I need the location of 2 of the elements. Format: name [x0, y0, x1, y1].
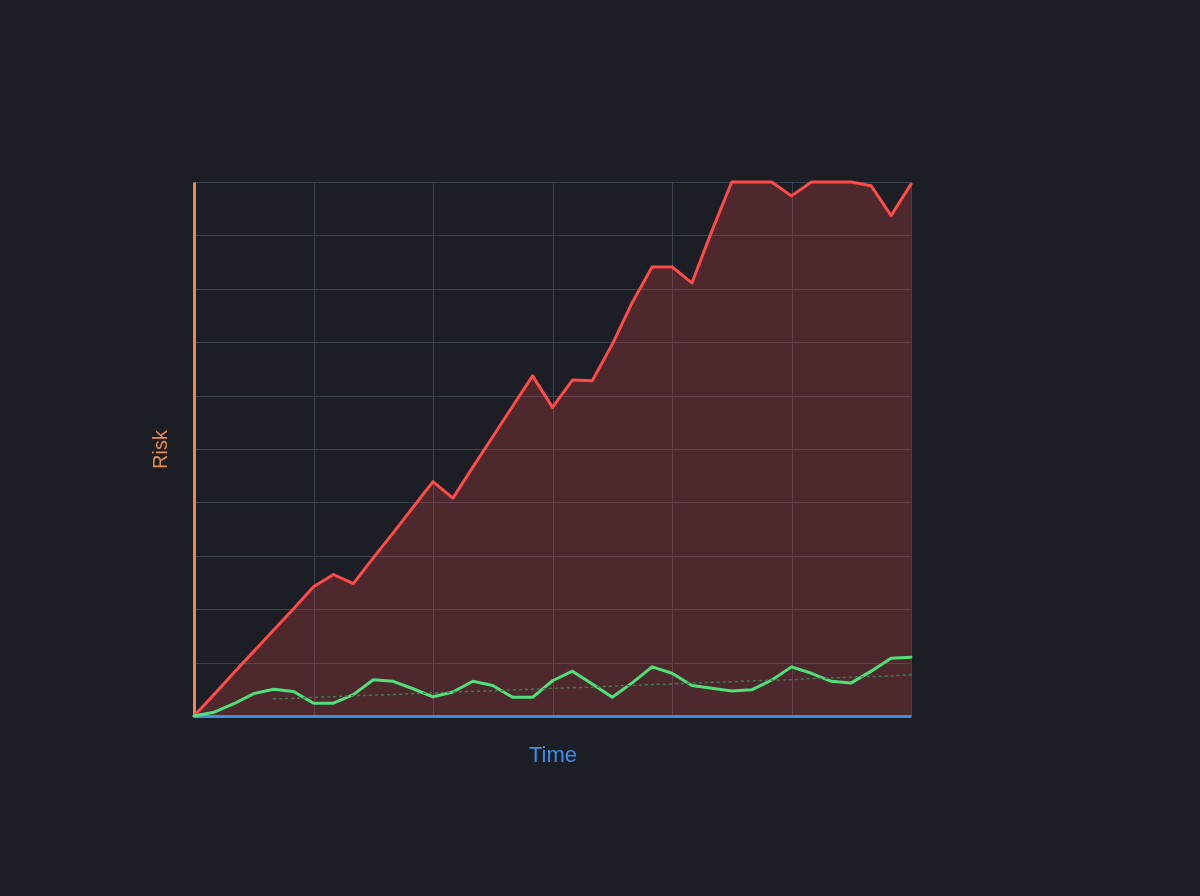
x-axis-title: Time: [528, 741, 578, 767]
y-axis-title: Risk: [148, 429, 171, 469]
